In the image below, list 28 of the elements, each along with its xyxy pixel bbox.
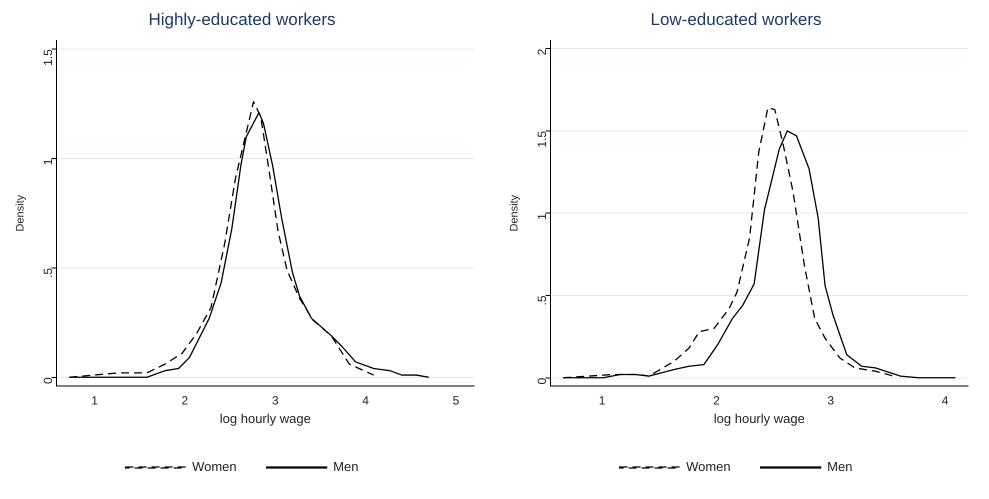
x-tick-label: 2 [713, 394, 720, 408]
x-tick-label: 4 [942, 394, 949, 408]
legend-label: Women [686, 459, 731, 474]
legend-label: Men [333, 459, 358, 474]
x-axis-title: log hourly wage [714, 410, 805, 426]
y-tick-label: 2 [534, 48, 549, 56]
x-tick-label: 2 [182, 394, 189, 408]
chart-title: Highly-educated workers [148, 10, 336, 29]
y-tick-label: 1.5 [534, 130, 549, 148]
y-tick-label: 1 [534, 212, 549, 220]
legend-label: Women [192, 459, 237, 474]
y-axis-title: Density [508, 194, 521, 232]
x-axis-title: log hourly wage [220, 410, 311, 426]
y-tick-label: .5 [534, 295, 549, 306]
x-tick-label: 4 [362, 394, 370, 408]
chart-title: Low-educated workers [650, 10, 822, 29]
y-axis-title: Density [14, 194, 27, 232]
x-tick-label: 5 [452, 394, 460, 408]
x-tick-label: 3 [272, 394, 279, 408]
y-tick-label: 1 [40, 158, 55, 166]
x-tick-label: 1 [91, 394, 98, 408]
y-tick-label: 0 [534, 377, 549, 384]
legend-label: Men [827, 459, 852, 474]
y-tick-label: .5 [40, 268, 55, 278]
x-tick-label: 3 [827, 394, 834, 408]
x-tick-label: 1 [598, 394, 606, 408]
y-tick-label: 0 [40, 376, 55, 384]
y-tick-label: 1.5 [40, 48, 55, 66]
